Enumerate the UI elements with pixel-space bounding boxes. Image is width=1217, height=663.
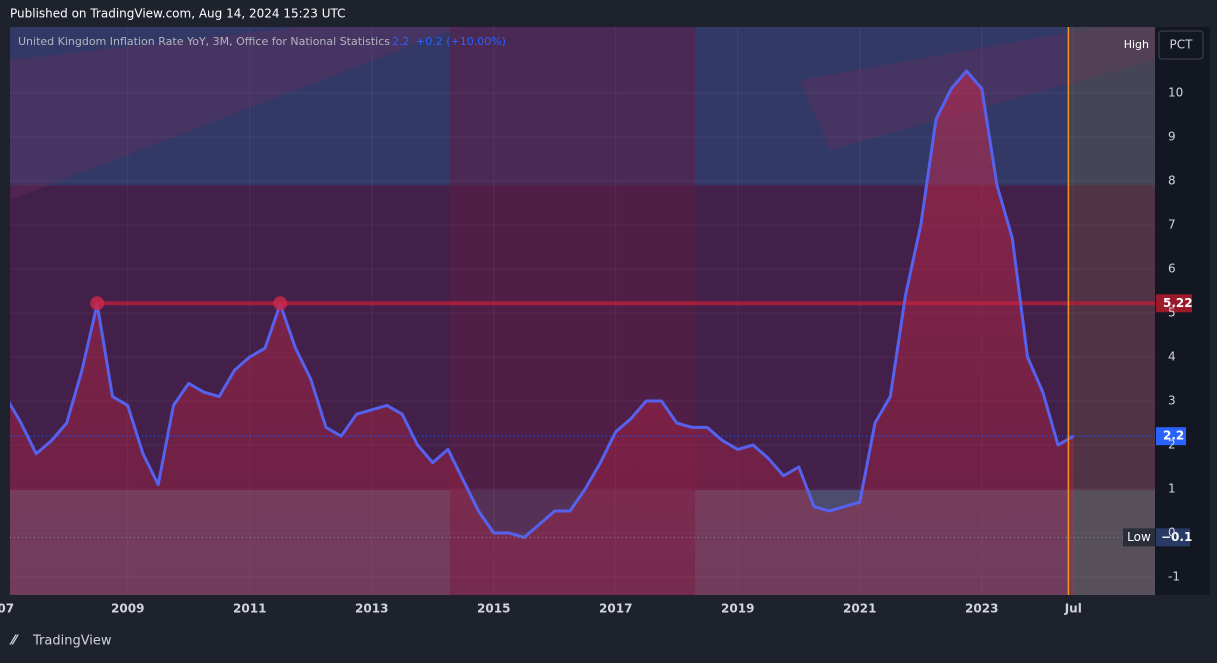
- x-tick-label: 2015: [477, 602, 510, 616]
- y-tick-label: 9: [1168, 129, 1176, 143]
- plot: [10, 27, 1155, 595]
- x-tick-label: Jul: [1064, 602, 1082, 616]
- area-fill: [10, 71, 1074, 595]
- x-tick-label: 2023: [965, 602, 998, 616]
- y-tick-label: 5: [1168, 305, 1176, 319]
- y-tick-label: 2: [1168, 437, 1176, 451]
- x-tick-label: 2011: [233, 602, 266, 616]
- y-tick-label: -1: [1168, 569, 1180, 583]
- axis-labels: -1 0 1 2 3 4 5 6 7 8 9 10: [1168, 85, 1183, 583]
- y-tick-label: 4: [1168, 349, 1176, 363]
- x-tick-label: 2009: [111, 602, 144, 616]
- y-tick-label: 8: [1168, 173, 1176, 187]
- x-tick-label: 2013: [355, 602, 388, 616]
- low-tag: [1123, 528, 1155, 547]
- level-point: [273, 296, 288, 311]
- y-tick-label: 1: [1168, 481, 1176, 495]
- unit-label: PCT: [1170, 38, 1194, 52]
- y-tick-label: 0: [1168, 525, 1176, 539]
- level-tag: [1156, 294, 1192, 313]
- series-title: United Kingdom Inflation Rate YoY, 3M, O…: [18, 35, 390, 48]
- change: +0.2 (+10.00%): [416, 35, 506, 48]
- y-tick-label: 7: [1168, 217, 1176, 231]
- legend: United Kingdom Inflation Rate YoY, 3M, O…: [18, 35, 506, 48]
- last-value-tag: [1156, 427, 1186, 446]
- last-value-tag-label: 2.2: [1163, 429, 1184, 443]
- brand-logo: ⁄⁄: [9, 634, 19, 649]
- x-tick-label: 07: [0, 602, 14, 616]
- low-value-tag: [1156, 528, 1190, 547]
- low-label: Low: [1127, 530, 1151, 544]
- y-tick-label: 3: [1168, 393, 1176, 407]
- level-point: [90, 296, 105, 311]
- footer-brand: TradingView: [32, 634, 112, 649]
- series-line: [10, 69, 1075, 539]
- y-tick-label: 10: [1168, 85, 1183, 99]
- unit-button[interactable]: [1158, 30, 1204, 60]
- high-label: High: [1124, 38, 1149, 51]
- y-tick-label: 6: [1168, 261, 1176, 275]
- published-header: Published on TradingView.com, Aug 14, 20…: [10, 7, 346, 21]
- low-value-label: −0.1: [1161, 530, 1192, 544]
- last-value: 2.2: [392, 35, 410, 48]
- x-tick-label: 2017: [599, 602, 632, 616]
- x-tick-label: 2019: [721, 602, 754, 616]
- level-tag-label: 5.22: [1163, 296, 1193, 310]
- x-tick-label: 2021: [843, 602, 876, 616]
